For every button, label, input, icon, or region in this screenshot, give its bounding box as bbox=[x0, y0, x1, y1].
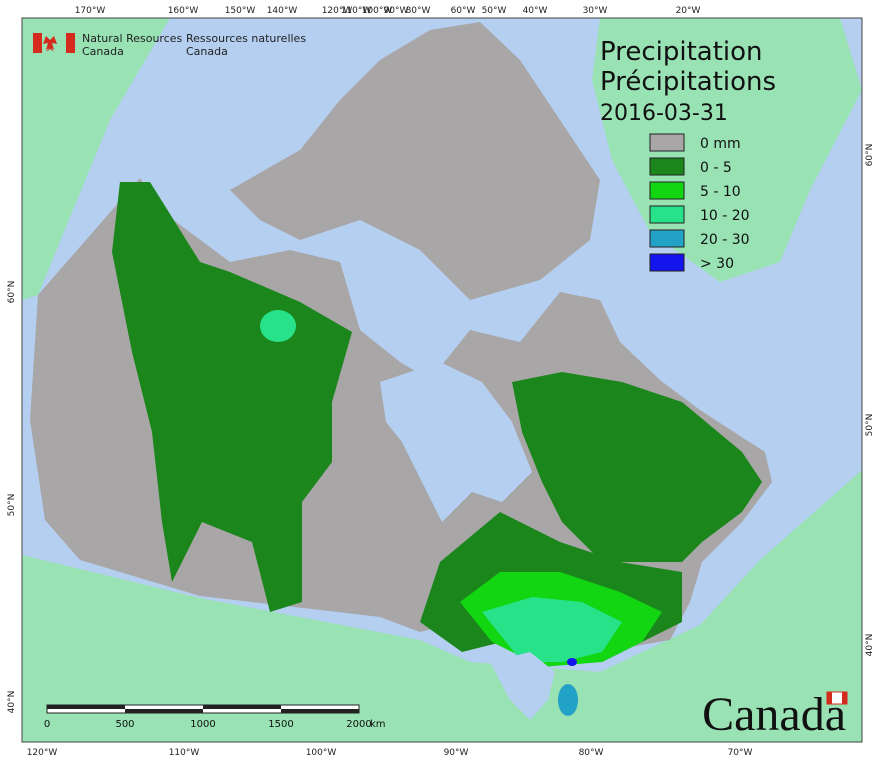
precip-over-30 bbox=[567, 658, 577, 666]
agency-en: Natural Resources bbox=[82, 32, 183, 45]
scale-unit: km bbox=[370, 719, 386, 730]
longitude-label: 90°W bbox=[444, 748, 469, 758]
longitude-label: 110°W bbox=[341, 6, 372, 16]
title-fr: Précipitations bbox=[600, 67, 776, 97]
legend: 0 mm 0 - 5 5 - 10 10 - 20 20 - 30 > 30 bbox=[649, 133, 750, 272]
longitude-label: 20°W bbox=[676, 6, 701, 16]
precip-10-20-north bbox=[260, 310, 296, 342]
longitude-label: 110°W bbox=[169, 748, 200, 758]
legend-label: 0 mm bbox=[700, 136, 741, 152]
longitude-label: 120°W bbox=[27, 748, 58, 758]
legend-label: 20 - 30 bbox=[700, 232, 750, 248]
wordmark-flag-bar bbox=[827, 692, 832, 704]
longitude-label: 100°W bbox=[306, 748, 337, 758]
great-lakes bbox=[490, 652, 555, 720]
longitude-label: 170°W bbox=[75, 6, 106, 16]
latitude-label: 60°N bbox=[7, 281, 17, 304]
latitude-label: 60°N bbox=[865, 144, 875, 167]
longitude-label: 40°W bbox=[523, 6, 548, 16]
arctic-islands bbox=[230, 22, 600, 300]
legend-swatch bbox=[649, 229, 685, 248]
legend-label: 5 - 10 bbox=[700, 184, 741, 200]
scale-label: 2000 bbox=[346, 719, 371, 730]
scale-bar bbox=[46, 704, 360, 714]
scale-bar-segment bbox=[125, 709, 203, 713]
latitude-label: 40°N bbox=[7, 691, 17, 714]
agency-fr: Ressources naturelles bbox=[186, 32, 306, 45]
longitude-label: 120°W bbox=[322, 6, 353, 16]
scale-label: 1500 bbox=[268, 719, 293, 730]
latitude-label: 50°N bbox=[7, 494, 17, 517]
longitude-label: 30°W bbox=[583, 6, 608, 16]
flag-bar bbox=[33, 33, 42, 53]
longitude-label: 80°W bbox=[406, 6, 431, 16]
scale-bar-segment bbox=[47, 705, 125, 709]
agency-fr: Canada bbox=[186, 45, 228, 58]
hudson-bay bbox=[380, 362, 532, 522]
legend-swatch bbox=[649, 253, 685, 272]
date: 2016-03-31 bbox=[600, 101, 728, 126]
longitude-label: 70°W bbox=[728, 748, 753, 758]
legend-swatch bbox=[649, 133, 685, 152]
scale-bar-segment bbox=[281, 709, 359, 713]
legend-swatch bbox=[649, 205, 685, 224]
scale-label: 0 bbox=[44, 719, 50, 730]
precip-20-30 bbox=[558, 684, 578, 716]
latitude-label: 50°N bbox=[865, 414, 875, 437]
maple-leaf bbox=[43, 36, 57, 52]
longitude-label: 140°W bbox=[267, 6, 298, 16]
longitude-label: 60°W bbox=[451, 6, 476, 16]
precip-10-20 bbox=[482, 597, 622, 662]
legend-label: > 30 bbox=[700, 256, 734, 272]
map-frame bbox=[21, 17, 863, 743]
legend-swatch bbox=[649, 157, 685, 176]
wordmark: Canada bbox=[702, 688, 846, 741]
longitude-label: 50°W bbox=[482, 6, 507, 16]
legend-label: 0 - 5 bbox=[700, 160, 732, 176]
graticule-labels: 170°W 160°W 150°W 140°W 120°W110°W100°W90°W8… bbox=[7, 6, 875, 758]
wordmark-flag-bar bbox=[842, 692, 847, 704]
longitude-label: 100°W bbox=[362, 6, 393, 16]
scale-label: 500 bbox=[115, 719, 134, 730]
latitude-label: 40°N bbox=[865, 634, 875, 657]
legend-swatch bbox=[649, 181, 685, 200]
alaska bbox=[22, 18, 170, 300]
longitude-label: 150°W bbox=[225, 6, 256, 16]
map-shapes bbox=[22, 18, 862, 742]
longitude-label: 160°W bbox=[168, 6, 199, 16]
precip-0-5-quebec bbox=[512, 372, 762, 562]
scale-bar-segment bbox=[203, 705, 281, 709]
title-en: Precipitation bbox=[600, 37, 763, 67]
flag-bar bbox=[66, 33, 75, 53]
usa bbox=[22, 470, 862, 742]
longitude-label: 90°W bbox=[384, 6, 409, 16]
precip-0-5-west bbox=[112, 182, 352, 612]
longitude-label: 80°W bbox=[579, 748, 604, 758]
scale-label: 1000 bbox=[190, 719, 215, 730]
legend-label: 10 - 20 bbox=[700, 208, 750, 224]
agency-en: Canada bbox=[82, 45, 124, 58]
